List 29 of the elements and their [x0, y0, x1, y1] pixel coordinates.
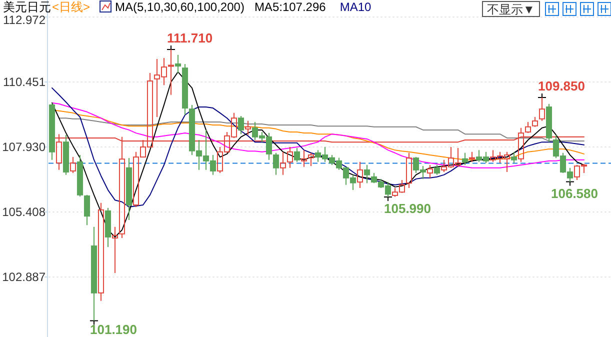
candlestick [426, 164, 434, 178]
candlestick [126, 158, 132, 220]
candlestick [244, 120, 252, 136]
text: 105.990 [384, 200, 431, 216]
text: MA5:107.296 [254, 0, 326, 14]
candlestick [356, 161, 364, 188]
text: 111.710 [167, 30, 213, 46]
candlestick [364, 164, 370, 184]
candlestick [300, 150, 308, 168]
text: 109.850 [538, 78, 585, 94]
candlestick [62, 134, 70, 176]
y-tick-label: 107.930 [2, 140, 46, 154]
candlestick [112, 226, 118, 274]
annotation: MA(5,10,30,60,100,200) [115, 0, 244, 14]
dropdown: 不显示▼ [482, 1, 540, 17]
y-tick-label: 110.451 [3, 74, 46, 89]
text: MA10 [340, 0, 372, 14]
chart-subtitle: <日线> [52, 0, 90, 14]
candlestick [174, 54, 182, 74]
candlestick [280, 151, 286, 176]
text: 106.580 [551, 186, 598, 201]
candlestick [286, 146, 294, 168]
y-tick-label: 112.972 [3, 13, 46, 27]
y-tick-label: 105.408 [2, 205, 46, 219]
y-tick-label: 102.887 [2, 270, 46, 284]
chart-title: 美元日元 [3, 0, 51, 14]
candlestick [98, 202, 104, 302]
text: 101.190 [90, 322, 137, 337]
annotation: 不显示▼ [487, 2, 535, 16]
